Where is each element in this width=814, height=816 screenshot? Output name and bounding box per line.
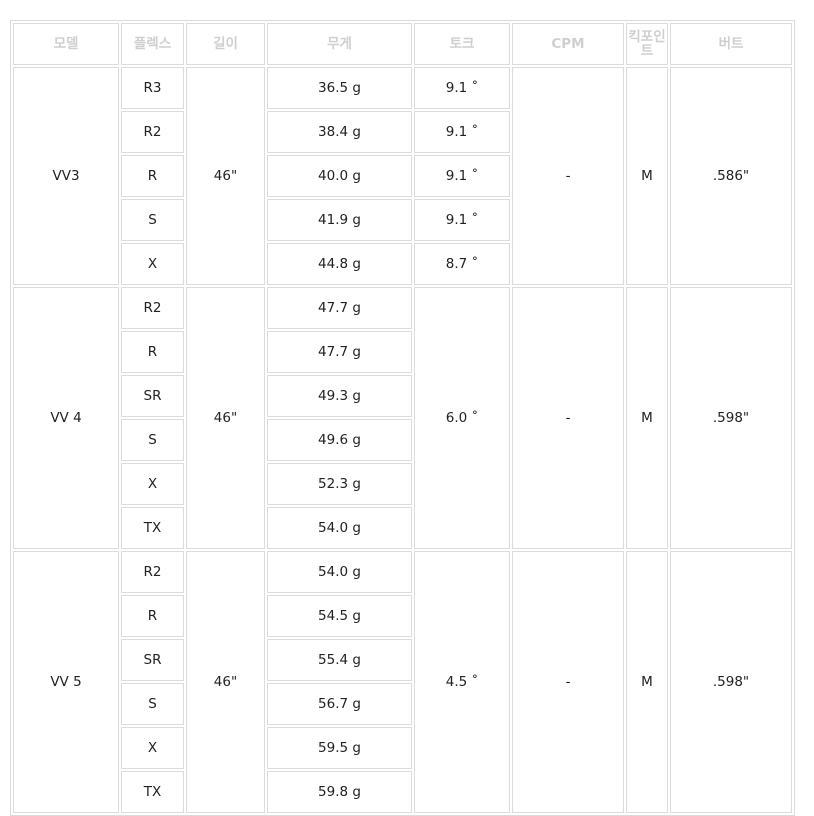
table-row: X 44.8 g 8.7 ˚ — [13, 243, 792, 285]
model-cell: VV3 — [13, 67, 119, 285]
header-length: 길이 — [186, 23, 265, 65]
header-torque: 토크 — [414, 23, 510, 65]
flex-cell: R — [121, 155, 184, 197]
torque-cell: 9.1 ˚ — [414, 199, 510, 241]
flex-cell: TX — [121, 771, 184, 813]
flex-cell: SR — [121, 639, 184, 681]
kickpoint-cell: M — [626, 551, 668, 813]
header-row: 모델 플렉스 길이 무게 토크 CPM 킥포인트 버트 — [13, 23, 792, 65]
flex-cell: SR — [121, 375, 184, 417]
torque-cell: 9.1 ˚ — [414, 111, 510, 153]
flex-cell: TX — [121, 507, 184, 549]
table-row: TX 59.8 g — [13, 771, 792, 813]
header-model: 모델 — [13, 23, 119, 65]
table-row: TX 54.0 g — [13, 507, 792, 549]
table-row: VV 5 R2 46" 54.0 g 4.5 ˚ - M .598" — [13, 551, 792, 813]
flex-cell: X — [121, 243, 184, 285]
table-row: S 49.6 g — [13, 419, 792, 461]
table-row: X 59.5 g — [13, 727, 792, 769]
weight-cell: 40.0 g — [267, 155, 412, 197]
weight-cell: 36.5 g — [267, 67, 412, 109]
table-row: X 52.3 g — [13, 463, 792, 505]
length-cell: 46" — [186, 287, 265, 549]
header-weight: 무게 — [267, 23, 412, 65]
cpm-cell: - — [512, 287, 624, 549]
table-row: S 56.7 g — [13, 683, 792, 725]
header-butt: 버트 — [670, 23, 792, 65]
weight-cell: 38.4 g — [267, 111, 412, 153]
table-row: VV 4 R2 46" 47.7 g 6.0 ˚ - M .598" — [13, 287, 792, 549]
cpm-cell: - — [512, 551, 624, 813]
weight-cell: 41.9 g — [267, 199, 412, 241]
flex-cell: R2 — [121, 551, 184, 593]
torque-cell: 8.7 ˚ — [414, 243, 510, 285]
flex-cell: S — [121, 419, 184, 461]
shaft-spec-table: 모델 플렉스 길이 무게 토크 CPM 킥포인트 버트 VV3 R3 46" 36.5… — [10, 20, 795, 816]
weight-cell: 54.0 g — [267, 551, 412, 593]
table-row: R 40.0 g 9.1 ˚ — [13, 155, 792, 197]
butt-cell: .598" — [670, 287, 792, 549]
weight-cell: 55.4 g — [267, 639, 412, 681]
weight-cell: 47.7 g — [267, 287, 412, 329]
kickpoint-cell: M — [626, 67, 668, 285]
kickpoint-cell: M — [626, 287, 668, 549]
table-row: R2 38.4 g 9.1 ˚ — [13, 111, 792, 153]
table-row: VV3 R3 46" 36.5 g 9.1 ˚ - M .586" — [13, 67, 792, 285]
table-row: R 54.5 g — [13, 595, 792, 637]
butt-cell: .586" — [670, 67, 792, 285]
model-cell: VV 4 — [13, 287, 119, 549]
flex-cell: S — [121, 683, 184, 725]
flex-cell: R2 — [121, 287, 184, 329]
flex-cell: S — [121, 199, 184, 241]
flex-cell: R — [121, 595, 184, 637]
flex-cell: X — [121, 727, 184, 769]
torque-cell: 9.1 ˚ — [414, 155, 510, 197]
header-kickpoint: 킥포인트 — [626, 23, 668, 65]
torque-cell: 9.1 ˚ — [414, 67, 510, 109]
cpm-cell: - — [512, 67, 624, 285]
table-row: R 47.7 g — [13, 331, 792, 373]
header-flex: 플렉스 — [121, 23, 184, 65]
weight-cell: 54.5 g — [267, 595, 412, 637]
model-cell: VV 5 — [13, 551, 119, 813]
length-cell: 46" — [186, 551, 265, 813]
weight-cell: 59.5 g — [267, 727, 412, 769]
torque-cell: 4.5 ˚ — [414, 551, 510, 813]
flex-cell: R2 — [121, 111, 184, 153]
table-row: SR 49.3 g — [13, 375, 792, 417]
table-row: S 41.9 g 9.1 ˚ — [13, 199, 792, 241]
flex-cell: R — [121, 331, 184, 373]
flex-cell: X — [121, 463, 184, 505]
weight-cell: 54.0 g — [267, 507, 412, 549]
weight-cell: 49.3 g — [267, 375, 412, 417]
weight-cell: 59.8 g — [267, 771, 412, 813]
header-cpm: CPM — [512, 23, 624, 65]
weight-cell: 47.7 g — [267, 331, 412, 373]
weight-cell: 56.7 g — [267, 683, 412, 725]
torque-cell: 6.0 ˚ — [414, 287, 510, 549]
weight-cell: 49.6 g — [267, 419, 412, 461]
flex-cell: R3 — [121, 67, 184, 109]
table-row: SR 55.4 g — [13, 639, 792, 681]
weight-cell: 44.8 g — [267, 243, 412, 285]
weight-cell: 52.3 g — [267, 463, 412, 505]
butt-cell: .598" — [670, 551, 792, 813]
length-cell: 46" — [186, 67, 265, 285]
